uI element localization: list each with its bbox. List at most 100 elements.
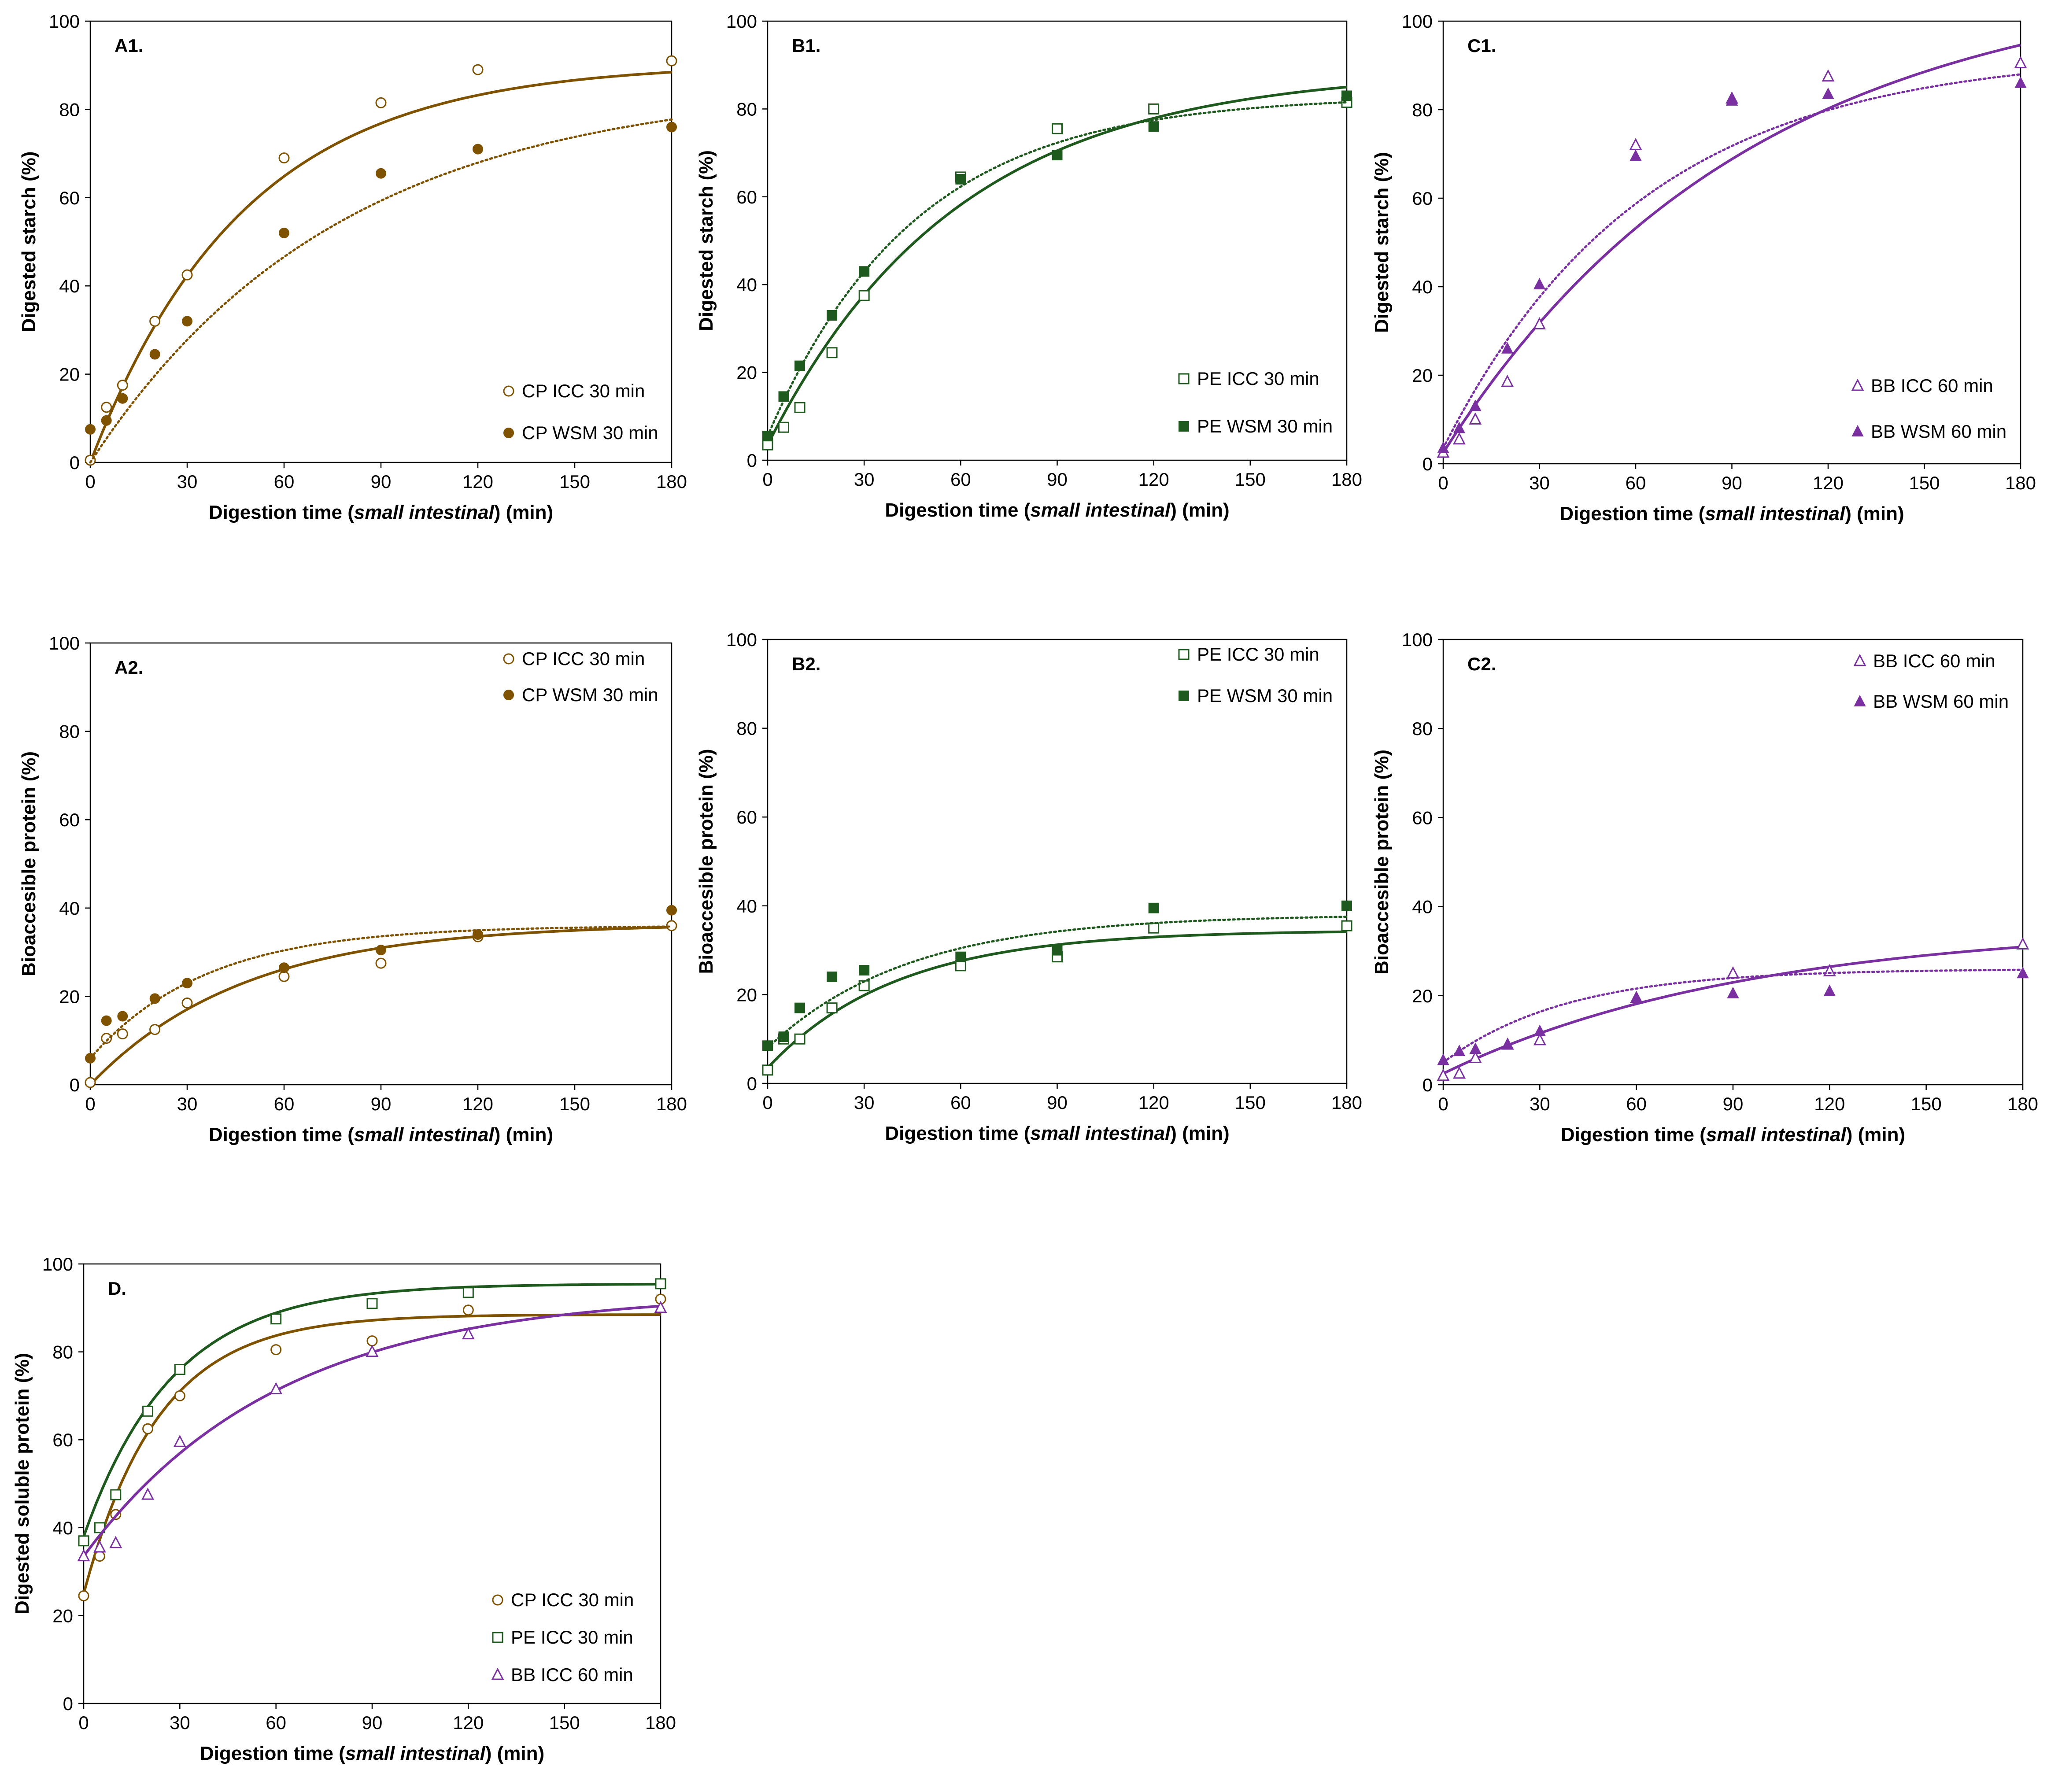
fit-curve (89, 118, 673, 464)
data-point (1148, 121, 1159, 132)
y-tick-label: 20 (1412, 986, 1433, 1006)
x-tick-label: 150 (559, 471, 590, 492)
chart-panel-b2: 0 30 60 90 120 150 180 0 20 40 60 80 100 Digestion ti… (695, 629, 1362, 1144)
data-point (1822, 69, 1835, 82)
chart-panel-d: 0 30 60 90 120 150 180 0 20 40 60 80 100 Digestion ti… (11, 1254, 676, 1764)
fit-curve (766, 930, 1347, 1069)
y-tick-label: 80 (736, 718, 757, 739)
x-tick-label: 150 (1235, 469, 1266, 490)
x-axis-label-part: small intestinal (354, 502, 495, 523)
y-tick-label: 20 (736, 362, 757, 383)
y-tick-label: 80 (736, 99, 757, 119)
y-tick-label: 80 (59, 721, 80, 742)
panel-label: A2. (115, 657, 143, 678)
series-bb-icc-60-min (77, 1301, 667, 1562)
x-tick-label: 120 (453, 1712, 484, 1733)
x-tick-label: 150 (549, 1712, 580, 1733)
data-point (1437, 1068, 1450, 1081)
x-tick-label: 90 (371, 471, 392, 492)
y-tick-label: 0 (747, 450, 757, 471)
x-axis-label-part: Digestion time ( (885, 499, 1030, 521)
legend-marker (1851, 425, 1864, 436)
x-axis-label: Digestion time (small intestinal) (min) (1559, 503, 1904, 525)
x-axis-label: Digestion time (small intestinal) (min) (885, 499, 1229, 521)
data-point (1453, 421, 1466, 433)
legend-label: PE ICC 30 min (1197, 644, 1319, 665)
data-point (1533, 277, 1546, 289)
y-tick-label: 40 (52, 1518, 73, 1538)
x-axis-label: Digestion time (small intestinal) (min) (1561, 1124, 1905, 1145)
y-tick-label: 60 (59, 188, 80, 208)
data-point (117, 1011, 128, 1022)
data-point (142, 1423, 154, 1434)
data-point (376, 945, 386, 956)
data-point (794, 1033, 805, 1045)
legend-label: CP WSM 30 min (522, 684, 658, 705)
x-axis-label-part: Digestion time ( (209, 1124, 354, 1145)
data-point (655, 1278, 666, 1290)
plot-frame (1442, 20, 2021, 465)
data-point (117, 1028, 128, 1040)
data-point (1501, 374, 1514, 387)
data-point (141, 1487, 155, 1500)
y-tick-label: 40 (736, 274, 757, 295)
y-axis-label: Digested starch (%) (1371, 152, 1393, 333)
data-point (1726, 966, 1740, 979)
x-tick-label: 60 (950, 469, 971, 490)
panel-label: C2. (1467, 654, 1496, 674)
y-tick-label: 100 (49, 11, 80, 32)
data-point (827, 972, 838, 983)
legend-marker (503, 690, 514, 700)
data-point (85, 424, 96, 435)
series-pe-wsm-30-min (762, 900, 1352, 1051)
series-pe-icc-30-min (762, 920, 1352, 1076)
data-point (85, 1077, 96, 1088)
data-point (1341, 920, 1352, 931)
panel-label: C1. (1467, 35, 1496, 56)
data-point (1148, 902, 1159, 913)
data-point (1148, 922, 1160, 934)
y-axis-label: Bioaccesible protein (%) (18, 751, 40, 976)
y-axis-label: Bioaccesible protein (%) (1371, 750, 1393, 975)
x-tick-label: 0 (1438, 1094, 1448, 1114)
x-tick-label: 180 (656, 1094, 687, 1114)
y-tick-label: 80 (1412, 718, 1433, 739)
y-tick-label: 60 (736, 807, 757, 828)
data-point (110, 1489, 122, 1500)
y-tick-label: 40 (736, 896, 757, 916)
data-point (1469, 399, 1482, 411)
data-point (1726, 94, 1738, 106)
x-tick-label: 180 (2005, 473, 2036, 493)
data-point (101, 415, 112, 426)
data-point (117, 393, 128, 404)
data-point (827, 310, 838, 321)
data-point (666, 122, 677, 133)
x-tick-label: 30 (854, 469, 875, 490)
data-point (859, 964, 870, 975)
chart-panel-c2: 0 30 60 90 120 150 180 0 20 40 60 80 100 Digestion ti… (1371, 629, 2038, 1145)
series-pe-icc-30-min (762, 85, 1352, 451)
data-point (1469, 1051, 1482, 1063)
fit-curve (89, 70, 672, 463)
data-point (1469, 1042, 1482, 1054)
data-point (1341, 900, 1352, 911)
plot-frame (767, 20, 1348, 461)
x-tick-label: 0 (762, 469, 772, 490)
data-point (955, 960, 966, 972)
data-point (366, 1345, 379, 1357)
legend-marker (1179, 421, 1189, 432)
x-axis-label-part: ) (min) (1846, 1124, 1905, 1145)
legend-marker (1178, 373, 1190, 384)
data-point (149, 1024, 161, 1035)
legend-label: CP WSM 30 min (522, 422, 658, 443)
x-tick-label: 180 (2007, 1094, 2038, 1114)
y-tick-label: 60 (736, 187, 757, 207)
y-tick-label: 0 (70, 452, 80, 473)
fit-curve (766, 916, 1348, 1049)
x-tick-label: 60 (274, 1094, 295, 1114)
series-cp-icc-30-min (78, 1293, 666, 1601)
y-axis-label: Bioaccesible protein (%) (695, 749, 717, 974)
y-tick-label: 20 (59, 364, 80, 385)
x-axis-label-part: small intestinal (345, 1743, 486, 1764)
data-point (666, 905, 677, 916)
